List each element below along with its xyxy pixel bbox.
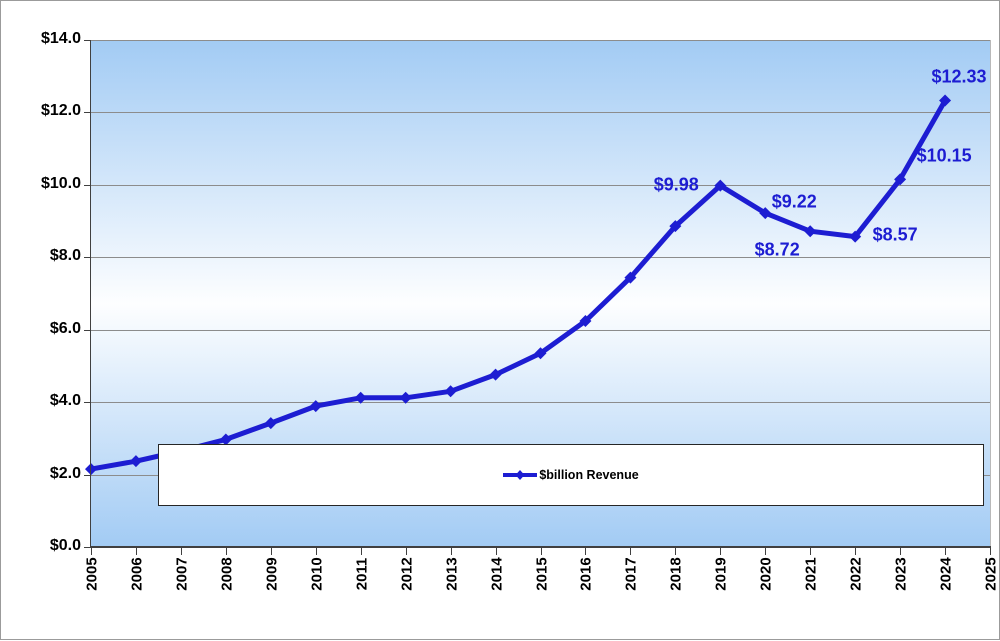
x-tick-2023 bbox=[900, 548, 901, 555]
x-axis-label-2016: 2016 bbox=[577, 557, 595, 591]
gridline-4 bbox=[91, 402, 990, 403]
x-tick-2019 bbox=[720, 548, 721, 555]
legend: $billion Revenue bbox=[158, 444, 984, 506]
x-axis-label-2007: 2007 bbox=[173, 557, 191, 591]
gridline-8 bbox=[91, 257, 990, 258]
y-tick-8 bbox=[84, 257, 91, 258]
data-label-2021: $8.72 bbox=[754, 239, 800, 260]
x-tick-2015 bbox=[541, 548, 542, 555]
x-tick-2010 bbox=[316, 548, 317, 555]
data-label-2019: $9.98 bbox=[653, 174, 699, 195]
x-tick-2006 bbox=[136, 548, 137, 555]
x-axis-label-2009: 2009 bbox=[263, 557, 281, 591]
y-axis-label-0: $0.0 bbox=[49, 537, 81, 554]
y-axis-label-12: $12.0 bbox=[40, 102, 81, 119]
x-axis-label-2019: 2019 bbox=[712, 557, 730, 591]
x-axis-label-2023: 2023 bbox=[892, 557, 910, 591]
x-axis-label-2017: 2017 bbox=[622, 557, 640, 591]
data-label-2020: $9.22 bbox=[771, 191, 817, 212]
y-tick-14 bbox=[84, 40, 91, 41]
x-axis-label-2012: 2012 bbox=[398, 557, 416, 591]
x-tick-2018 bbox=[675, 548, 676, 555]
y-tick-0 bbox=[84, 547, 91, 548]
x-tick-2022 bbox=[855, 548, 856, 555]
y-tick-12 bbox=[84, 112, 91, 113]
x-axis-label-2013: 2013 bbox=[443, 557, 461, 591]
y-axis-line bbox=[90, 40, 91, 548]
y-tick-2 bbox=[84, 475, 91, 476]
x-tick-2005 bbox=[91, 548, 92, 555]
x-axis-label-2015: 2015 bbox=[533, 557, 551, 591]
y-tick-4 bbox=[84, 402, 91, 403]
data-label-2022: $8.57 bbox=[872, 224, 918, 245]
y-tick-6 bbox=[84, 330, 91, 331]
x-tick-2009 bbox=[271, 548, 272, 555]
legend-line-marker-icon bbox=[503, 470, 538, 480]
data-label-2024: $12.33 bbox=[931, 66, 987, 87]
x-tick-2024 bbox=[945, 548, 946, 555]
data-label-2023: $10.15 bbox=[916, 145, 972, 166]
x-axis-label-2006: 2006 bbox=[128, 557, 146, 591]
gridline-6 bbox=[91, 330, 990, 331]
x-tick-2011 bbox=[361, 548, 362, 555]
y-axis-label-14: $14.0 bbox=[40, 30, 81, 47]
gridline-12 bbox=[91, 112, 990, 113]
x-axis-label-2008: 2008 bbox=[218, 557, 236, 591]
x-axis-label-2011: 2011 bbox=[353, 557, 371, 591]
x-tick-2017 bbox=[630, 548, 631, 555]
x-tick-2016 bbox=[585, 548, 586, 555]
x-tick-2007 bbox=[181, 548, 182, 555]
x-tick-2012 bbox=[406, 548, 407, 555]
x-tick-2021 bbox=[810, 548, 811, 555]
x-axis-label-2018: 2018 bbox=[667, 557, 685, 591]
x-axis-label-2024: 2024 bbox=[937, 557, 955, 591]
x-axis-line bbox=[90, 546, 991, 548]
x-axis-label-2021: 2021 bbox=[802, 557, 820, 591]
x-tick-2020 bbox=[765, 548, 766, 555]
x-tick-2025 bbox=[990, 548, 991, 555]
x-axis-label-2010: 2010 bbox=[308, 557, 326, 591]
y-tick-10 bbox=[84, 185, 91, 186]
x-axis-label-2014: 2014 bbox=[488, 557, 506, 591]
x-axis-label-2020: 2020 bbox=[757, 557, 775, 591]
gridline-14 bbox=[91, 40, 990, 41]
x-tick-2008 bbox=[226, 548, 227, 555]
x-tick-2013 bbox=[451, 548, 452, 555]
x-tick-2014 bbox=[496, 548, 497, 555]
x-axis-label-2022: 2022 bbox=[847, 557, 865, 591]
gridline-10 bbox=[91, 185, 990, 186]
y-axis-label-2: $2.0 bbox=[49, 465, 81, 482]
legend-label: $billion Revenue bbox=[539, 468, 639, 482]
x-axis-label-2005: 2005 bbox=[83, 557, 101, 591]
y-axis-label-8: $8.0 bbox=[49, 247, 81, 264]
y-axis-label-10: $10.0 bbox=[40, 175, 81, 192]
x-axis-label-2025: 2025 bbox=[982, 557, 1000, 591]
y-axis-label-4: $4.0 bbox=[49, 392, 81, 409]
y-axis-label-6: $6.0 bbox=[49, 320, 81, 337]
